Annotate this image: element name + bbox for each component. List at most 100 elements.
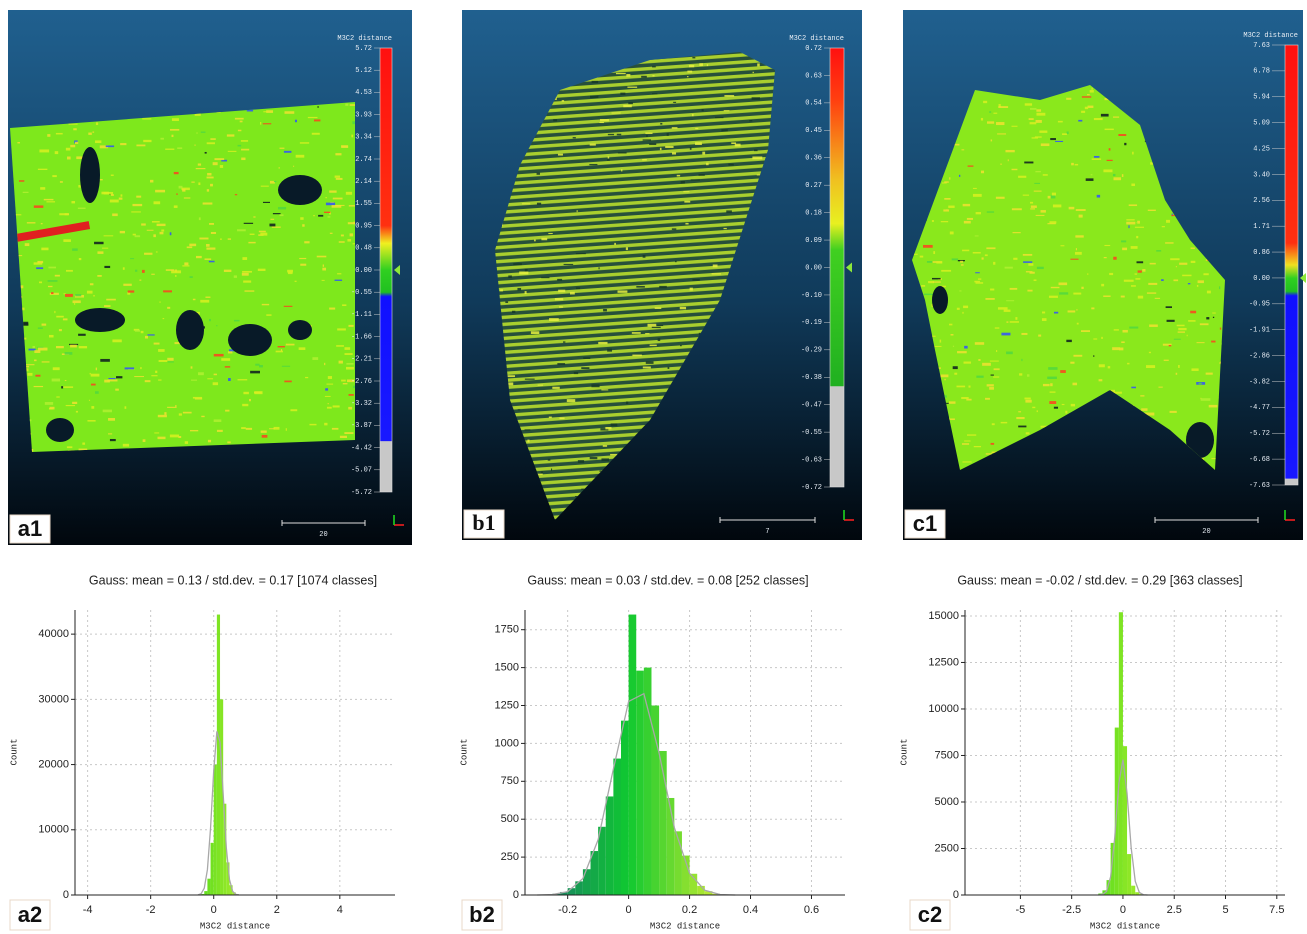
points <box>993 113 997 114</box>
points <box>1001 422 1008 423</box>
points <box>73 300 81 303</box>
points <box>27 222 36 223</box>
points <box>976 376 983 378</box>
points <box>1113 116 1119 117</box>
points <box>108 378 115 379</box>
points <box>1027 374 1029 376</box>
points <box>712 273 721 274</box>
points <box>1131 387 1136 389</box>
points <box>617 134 621 136</box>
points <box>1037 410 1038 412</box>
points <box>160 138 164 140</box>
points <box>973 194 982 197</box>
points <box>665 146 673 148</box>
points <box>318 215 323 217</box>
points <box>1036 120 1042 123</box>
points <box>992 423 995 425</box>
colorbar-label: -0.95 <box>1249 301 1270 309</box>
points <box>50 407 55 410</box>
points <box>541 472 543 474</box>
points <box>1126 219 1134 220</box>
points <box>990 361 999 362</box>
points <box>941 270 951 272</box>
points <box>923 245 933 248</box>
colorbar-label: 0.09 <box>805 237 822 245</box>
points <box>59 213 68 215</box>
points <box>500 289 503 291</box>
points <box>724 95 734 97</box>
points <box>1075 235 1083 237</box>
points <box>981 118 983 121</box>
points <box>158 415 167 417</box>
colorbar-label: 4.53 <box>355 89 372 97</box>
points <box>25 364 34 365</box>
points <box>214 354 224 357</box>
points <box>948 206 954 208</box>
points <box>603 445 607 447</box>
points <box>957 308 960 310</box>
points <box>159 360 168 362</box>
colorbar-label: 1.71 <box>1253 223 1270 231</box>
points <box>23 192 29 193</box>
points <box>295 120 297 123</box>
points <box>88 133 92 135</box>
colorbar-label: -0.55 <box>801 429 822 437</box>
points <box>706 163 709 165</box>
points <box>228 378 231 381</box>
points <box>220 239 222 240</box>
points <box>1052 193 1056 196</box>
points <box>570 292 575 295</box>
points <box>1173 279 1178 281</box>
points <box>284 306 293 307</box>
points <box>1065 411 1067 414</box>
hole <box>228 324 272 356</box>
x-tick-label: -4 <box>83 904 93 916</box>
points <box>123 444 129 447</box>
points <box>157 224 166 226</box>
points <box>293 166 294 167</box>
points <box>110 439 116 441</box>
points <box>626 402 628 404</box>
points <box>944 181 949 182</box>
points <box>1090 90 1094 93</box>
points <box>1131 285 1136 287</box>
points <box>194 145 195 146</box>
y-tick-label: 12500 <box>928 656 959 668</box>
points <box>1197 285 1198 287</box>
points <box>135 270 137 272</box>
points <box>263 202 270 203</box>
points <box>1206 373 1213 375</box>
points <box>1169 345 1172 346</box>
y-tick-label: 0 <box>63 889 69 901</box>
colorbar-label: -0.38 <box>801 374 822 382</box>
points <box>1036 113 1045 116</box>
colorbar-label: 7.63 <box>1253 42 1270 50</box>
points <box>600 119 609 121</box>
points <box>1081 330 1090 332</box>
points <box>1119 348 1123 351</box>
points <box>337 328 346 330</box>
points <box>242 404 248 406</box>
points <box>349 394 354 396</box>
points <box>672 152 676 154</box>
points <box>1005 150 1014 152</box>
points <box>259 231 266 233</box>
points <box>967 218 973 220</box>
colorbar <box>830 48 844 487</box>
points <box>525 429 531 430</box>
points <box>41 248 48 251</box>
points <box>346 192 352 195</box>
points <box>612 112 621 113</box>
points <box>174 172 179 174</box>
points <box>290 409 297 411</box>
colorbar-title: M3C2 distance <box>337 35 392 43</box>
points <box>659 286 667 288</box>
points <box>91 406 94 409</box>
points <box>59 329 62 331</box>
points <box>1122 174 1123 177</box>
points <box>66 405 75 406</box>
points <box>1081 287 1083 289</box>
points <box>1188 283 1190 284</box>
points <box>266 314 271 315</box>
points <box>327 407 332 409</box>
